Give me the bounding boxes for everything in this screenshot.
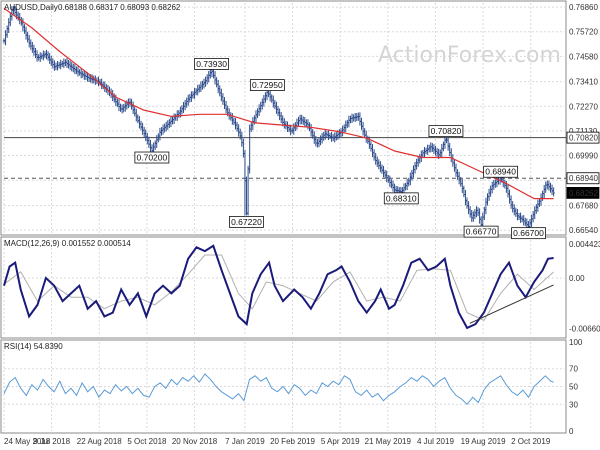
price-annotation-label: 0.66700 <box>513 228 544 238</box>
price-annotation-label: 0.70820 <box>431 126 462 136</box>
price-annotation-box <box>511 227 546 240</box>
price-annotation-box <box>249 79 285 91</box>
x-tick-label: 20 Feb 2019 <box>270 437 315 446</box>
macd-y-tick-label: 0.004423 <box>569 240 600 249</box>
rsi-y-tick-label: 30 <box>569 400 578 409</box>
price-y-tick-label: 0.66540 <box>569 226 598 235</box>
x-tick-label: 2 Oct 2019 <box>511 437 551 446</box>
price-annotation-box <box>229 216 264 228</box>
level-layer <box>4 137 566 179</box>
price-y-tick-label: 0.76860 <box>569 3 598 12</box>
price-annotation-label: 0.70200 <box>137 153 168 163</box>
x-tick-label: 4 Jul 2019 <box>417 437 454 446</box>
candle-layer <box>2 6 555 231</box>
level-tag-box <box>566 172 600 185</box>
price-panel-frame <box>0 0 567 236</box>
price-header-ohlc: 0.68188 0.68317 0.68093 0.68262 <box>58 3 181 12</box>
price-y-tick-label: 0.71130 <box>569 127 598 136</box>
macd-line <box>3 244 554 330</box>
macd-layer <box>3 244 554 330</box>
macd-signal-line <box>3 254 554 321</box>
price-y-tick-label: 0.74580 <box>569 52 598 61</box>
level-tag-label: 0.68940 <box>569 174 598 183</box>
price-annotation-label: 0.68310 <box>386 193 417 203</box>
price-annotation-box <box>428 125 464 138</box>
level-tag-box <box>566 186 600 199</box>
level-tag-label: 0.70820 <box>569 134 598 143</box>
rsi-y-tick-label: 0 <box>569 427 574 436</box>
price-y-tick-label: 0.72270 <box>569 102 598 111</box>
moving-average-line <box>3 7 554 200</box>
macd-panel-frame <box>0 236 567 339</box>
macd-y-tick-label: 0.00 <box>569 274 585 283</box>
price-annotation-box <box>463 225 499 238</box>
price-annotation-box <box>483 165 519 178</box>
level-tag-box <box>566 131 600 144</box>
macd-header: MACD(12,26,9) 0.001552 0.000514 <box>4 239 131 248</box>
price-annotation-label: 0.72950 <box>252 80 283 90</box>
x-tick-label: 19 Aug 2019 <box>461 437 506 446</box>
price-annotation-label: 0.67220 <box>231 217 262 227</box>
x-tick-label: 22 Aug 2018 <box>77 437 122 446</box>
x-tick-label: 7 Jan 2019 <box>225 437 265 446</box>
price-y-tick-label: 0.69990 <box>569 152 598 161</box>
watermark: ActionForex.com <box>378 43 561 68</box>
x-tick-label: 24 May 2018 <box>4 437 51 446</box>
price-annotation-box <box>383 192 419 205</box>
macd-y-tick-label: -0.006603 <box>569 325 600 334</box>
rsi-y-tick-label: 70 <box>569 365 578 374</box>
ma-layer <box>3 7 554 200</box>
price-annotation-box <box>134 151 170 164</box>
macd-trendline <box>469 284 554 324</box>
rsi-y-tick-label: 100 <box>569 338 583 347</box>
price-annotation-label: 0.68940 <box>485 167 516 177</box>
x-tick-label: 5 Oct 2018 <box>127 437 167 446</box>
rsi-layer <box>3 373 554 406</box>
price-y-tick-label: 0.67680 <box>569 201 598 210</box>
level-tag-label: 0.68262 <box>569 189 598 198</box>
x-tick-label: 9 Jul 2018 <box>33 437 70 446</box>
annotation-layer: 0.73930 0.72950 0.70200 0.67220 0.70820 0.683… <box>134 58 546 240</box>
rsi-line <box>3 373 554 406</box>
price-annotation-box <box>194 58 229 70</box>
price-y-tick-label: 0.75720 <box>569 28 598 37</box>
x-tick-label: 5 Apr 2019 <box>321 437 360 446</box>
price-annotation-label: 0.73930 <box>196 59 227 69</box>
rsi-y-tick-label: 50 <box>569 383 578 392</box>
price-header-symbol: AUDUSD,Daily <box>4 3 58 12</box>
price-y-tick-label: 0.73410 <box>569 78 598 87</box>
price-annotation-label: 0.66770 <box>466 227 497 237</box>
x-tick-label: 21 May 2019 <box>365 437 412 446</box>
x-tick-label: 20 Nov 2018 <box>172 437 218 446</box>
axis-layer: 0.76860 0.75720 0.74580 0.73410 0.72270 0.711… <box>4 3 600 446</box>
rsi-header: RSI(14) 54.8390 <box>4 342 63 351</box>
